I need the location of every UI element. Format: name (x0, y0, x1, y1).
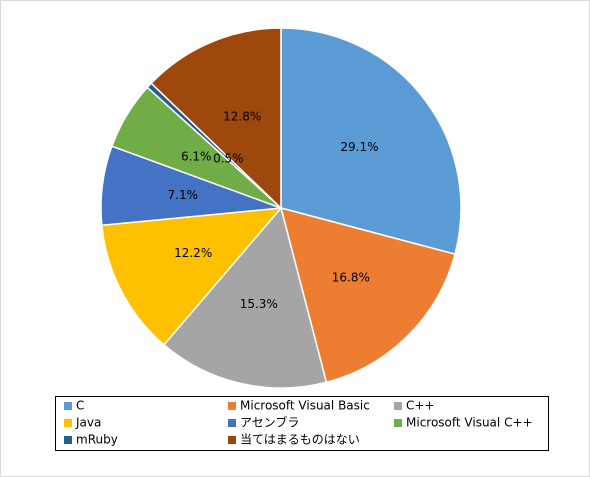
legend-swatch (228, 436, 236, 444)
data-label: 16.8% (332, 271, 370, 285)
legend-label: C++ (406, 399, 435, 413)
pie-slice (150, 27, 282, 210)
pie-slice (101, 207, 283, 346)
legend-label: アセンブラ (240, 415, 299, 430)
legend-swatch (228, 402, 236, 410)
legend-swatch (64, 436, 72, 444)
legend-swatch (64, 419, 72, 427)
pie-slice (162, 206, 328, 389)
legend-swatch (394, 419, 402, 427)
data-label: 7.1% (168, 188, 199, 202)
legend-swatch (228, 419, 236, 427)
data-label: 29.1% (340, 140, 378, 154)
data-label: 0.5% (213, 151, 244, 165)
pie-slice (280, 27, 462, 256)
data-label: 15.3% (240, 297, 278, 311)
legend-swatch (64, 402, 72, 410)
pie-slice (279, 206, 456, 384)
data-label: 12.8% (223, 109, 261, 123)
legend-label: 当てはまるものはない (240, 433, 360, 447)
legend-label: Java (75, 416, 101, 430)
legend-label: Microsoft Visual C++ (406, 416, 533, 430)
legend-label: mRuby (76, 433, 118, 447)
legend-label: Microsoft Visual Basic (240, 399, 370, 413)
legend-box (55, 396, 549, 451)
legend-label: C (76, 399, 84, 413)
data-label: 12.2% (174, 246, 212, 260)
legend-swatch (394, 402, 402, 410)
data-label: 6.1% (181, 149, 212, 163)
